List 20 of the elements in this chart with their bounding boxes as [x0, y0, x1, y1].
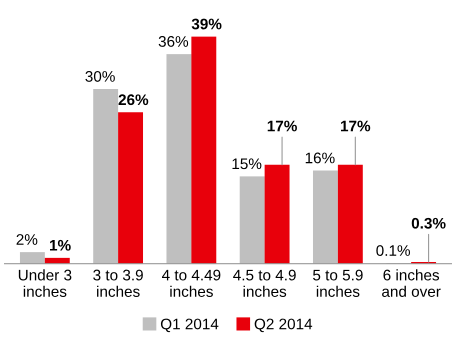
legend-label: Q2 2014: [254, 318, 312, 332]
data-label: 17%: [268, 120, 297, 132]
data-label: 30%: [85, 71, 115, 82]
legend-label: Q1 2014: [160, 318, 218, 332]
data-label: 17%: [341, 120, 370, 132]
x-tick-label: 3 to 3.9 inches: [93, 270, 143, 297]
data-label: 15%: [232, 158, 262, 170]
x-tick-label: 4 to 4.49 inches: [162, 270, 220, 297]
data-label: 36%: [158, 36, 188, 47]
data-label: 26%: [118, 94, 148, 106]
x-tick-label: 6 inches and over: [382, 269, 441, 297]
x-tick-label: 5 to 5.9 inches: [313, 270, 363, 297]
data-label: 39%: [192, 18, 222, 30]
data-label: 0.1%: [376, 245, 410, 256]
x-tick-label: 4.5 to 4.9 inches: [233, 270, 296, 297]
data-label: 2%: [16, 234, 38, 245]
data-label: 1%: [50, 240, 71, 251]
data-label: 16%: [306, 152, 335, 164]
data-label: 0.3%: [412, 218, 446, 229]
x-tick-label: Under 3 inches: [18, 269, 72, 297]
